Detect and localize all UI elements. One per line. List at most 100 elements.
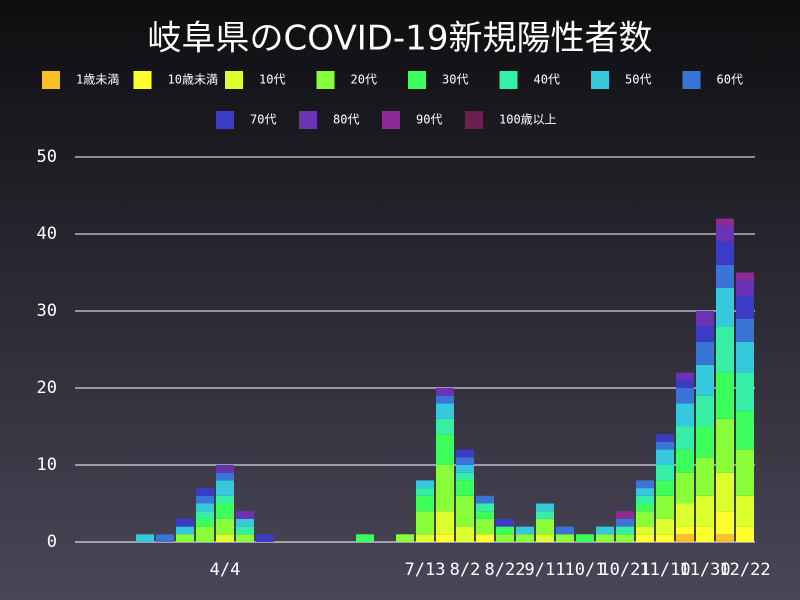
bar-segment — [656, 441, 674, 450]
bar-segment — [176, 534, 194, 542]
x-tick-label: 4/4 — [210, 560, 241, 580]
legend-label: 20代 — [351, 73, 377, 87]
bar-segment — [616, 526, 634, 535]
x-tick-label: 12/22 — [719, 560, 770, 580]
bar-segment — [716, 534, 734, 542]
bar-segment — [676, 449, 694, 473]
bar-segment — [176, 526, 194, 535]
bar-segment — [496, 526, 514, 535]
x-tick-label: 8/2 — [450, 560, 481, 580]
bar-segment — [716, 241, 734, 265]
bar-segment — [696, 341, 714, 365]
bar-segment — [736, 295, 754, 319]
bar-segment — [496, 518, 514, 527]
bar-segment — [196, 511, 214, 519]
bar-segment — [696, 526, 714, 542]
bar-segment — [696, 395, 714, 427]
legend-swatch — [465, 111, 483, 129]
bar-segment — [456, 480, 474, 496]
bar-segment — [496, 534, 514, 542]
bar-segment — [196, 495, 214, 504]
bar-segment — [196, 488, 214, 496]
bar-segment — [516, 534, 534, 542]
x-tick-label: 10/21 — [599, 560, 650, 580]
bar-segment — [636, 495, 654, 504]
bar-segment — [436, 403, 454, 419]
bar-segment — [696, 457, 714, 496]
bar-segment — [656, 465, 674, 481]
bar-segment — [436, 434, 454, 465]
bar-segment — [696, 364, 714, 396]
legend-swatch — [682, 71, 701, 89]
legend-swatch — [216, 111, 234, 129]
bar-segment — [636, 488, 654, 496]
bar-segment — [736, 341, 754, 373]
legend-label: 80代 — [333, 113, 359, 127]
bar-segment — [676, 380, 694, 388]
x-tick-label: 7/13 — [405, 560, 446, 580]
bar-segment — [236, 526, 254, 535]
bar-segment — [356, 534, 374, 542]
bar-segment — [556, 526, 574, 535]
bar-segment — [196, 518, 214, 527]
legend-swatch — [316, 71, 335, 89]
bar-segment — [656, 480, 674, 496]
bar-segment — [236, 534, 254, 542]
bar-segment — [416, 488, 434, 496]
bar-segment — [656, 434, 674, 442]
bar-segment — [536, 518, 554, 535]
bar-segment — [536, 534, 554, 542]
bar-segment — [236, 518, 254, 527]
bar-segment — [136, 534, 154, 542]
bar-segment — [556, 534, 574, 542]
bar-segment — [196, 503, 214, 512]
bar-segment — [716, 418, 734, 473]
bar-segment — [736, 411, 754, 450]
legend-swatch — [591, 71, 609, 89]
bar-segment — [636, 511, 654, 527]
bar-segment — [716, 226, 734, 242]
legend-label: 30代 — [442, 73, 468, 87]
y-tick-label: 20 — [37, 378, 57, 398]
legend-label: 100歳以上 — [499, 113, 557, 127]
bar-segment — [456, 457, 474, 465]
bar-segment — [416, 480, 434, 489]
bar-segment — [716, 372, 734, 419]
legend-swatch — [133, 71, 152, 89]
bar-segment — [516, 526, 534, 535]
legend-label: 40代 — [534, 73, 560, 87]
bar-segment — [476, 518, 494, 535]
bar-segment — [716, 218, 734, 227]
y-tick-label: 30 — [37, 301, 57, 321]
bar-segment — [596, 534, 614, 542]
bar-segment — [636, 503, 654, 512]
bar-segment — [676, 503, 694, 527]
bar-segment — [636, 480, 654, 489]
bar-segment — [676, 372, 694, 381]
bar-segment — [616, 511, 634, 519]
legend-swatch — [499, 71, 518, 89]
chart-title: 岐阜県のCOVID-19新規陽性者数 — [148, 19, 653, 59]
bar-segment — [696, 311, 714, 327]
bar-segment — [716, 472, 734, 512]
bar-segment — [676, 534, 694, 542]
x-tick-label: 11/30 — [679, 560, 730, 580]
legend-label: 70代 — [250, 113, 276, 127]
bar-segment — [436, 511, 454, 535]
bar-segment — [616, 518, 634, 527]
bar-segment — [736, 449, 754, 496]
bar-segment — [416, 495, 434, 512]
bar-segment — [676, 472, 694, 504]
bar-segment — [716, 264, 734, 288]
bar-segment — [416, 534, 434, 542]
x-tick-label: 10/1 — [565, 560, 606, 580]
bar-segment — [456, 526, 474, 542]
y-tick-label: 0 — [47, 532, 57, 552]
bar-segment — [216, 472, 234, 481]
legend-label: 60代 — [717, 73, 743, 87]
bar-segment — [436, 418, 454, 435]
bar-segment — [736, 318, 754, 342]
bar-segment — [456, 495, 474, 527]
bar-segment — [396, 534, 414, 542]
